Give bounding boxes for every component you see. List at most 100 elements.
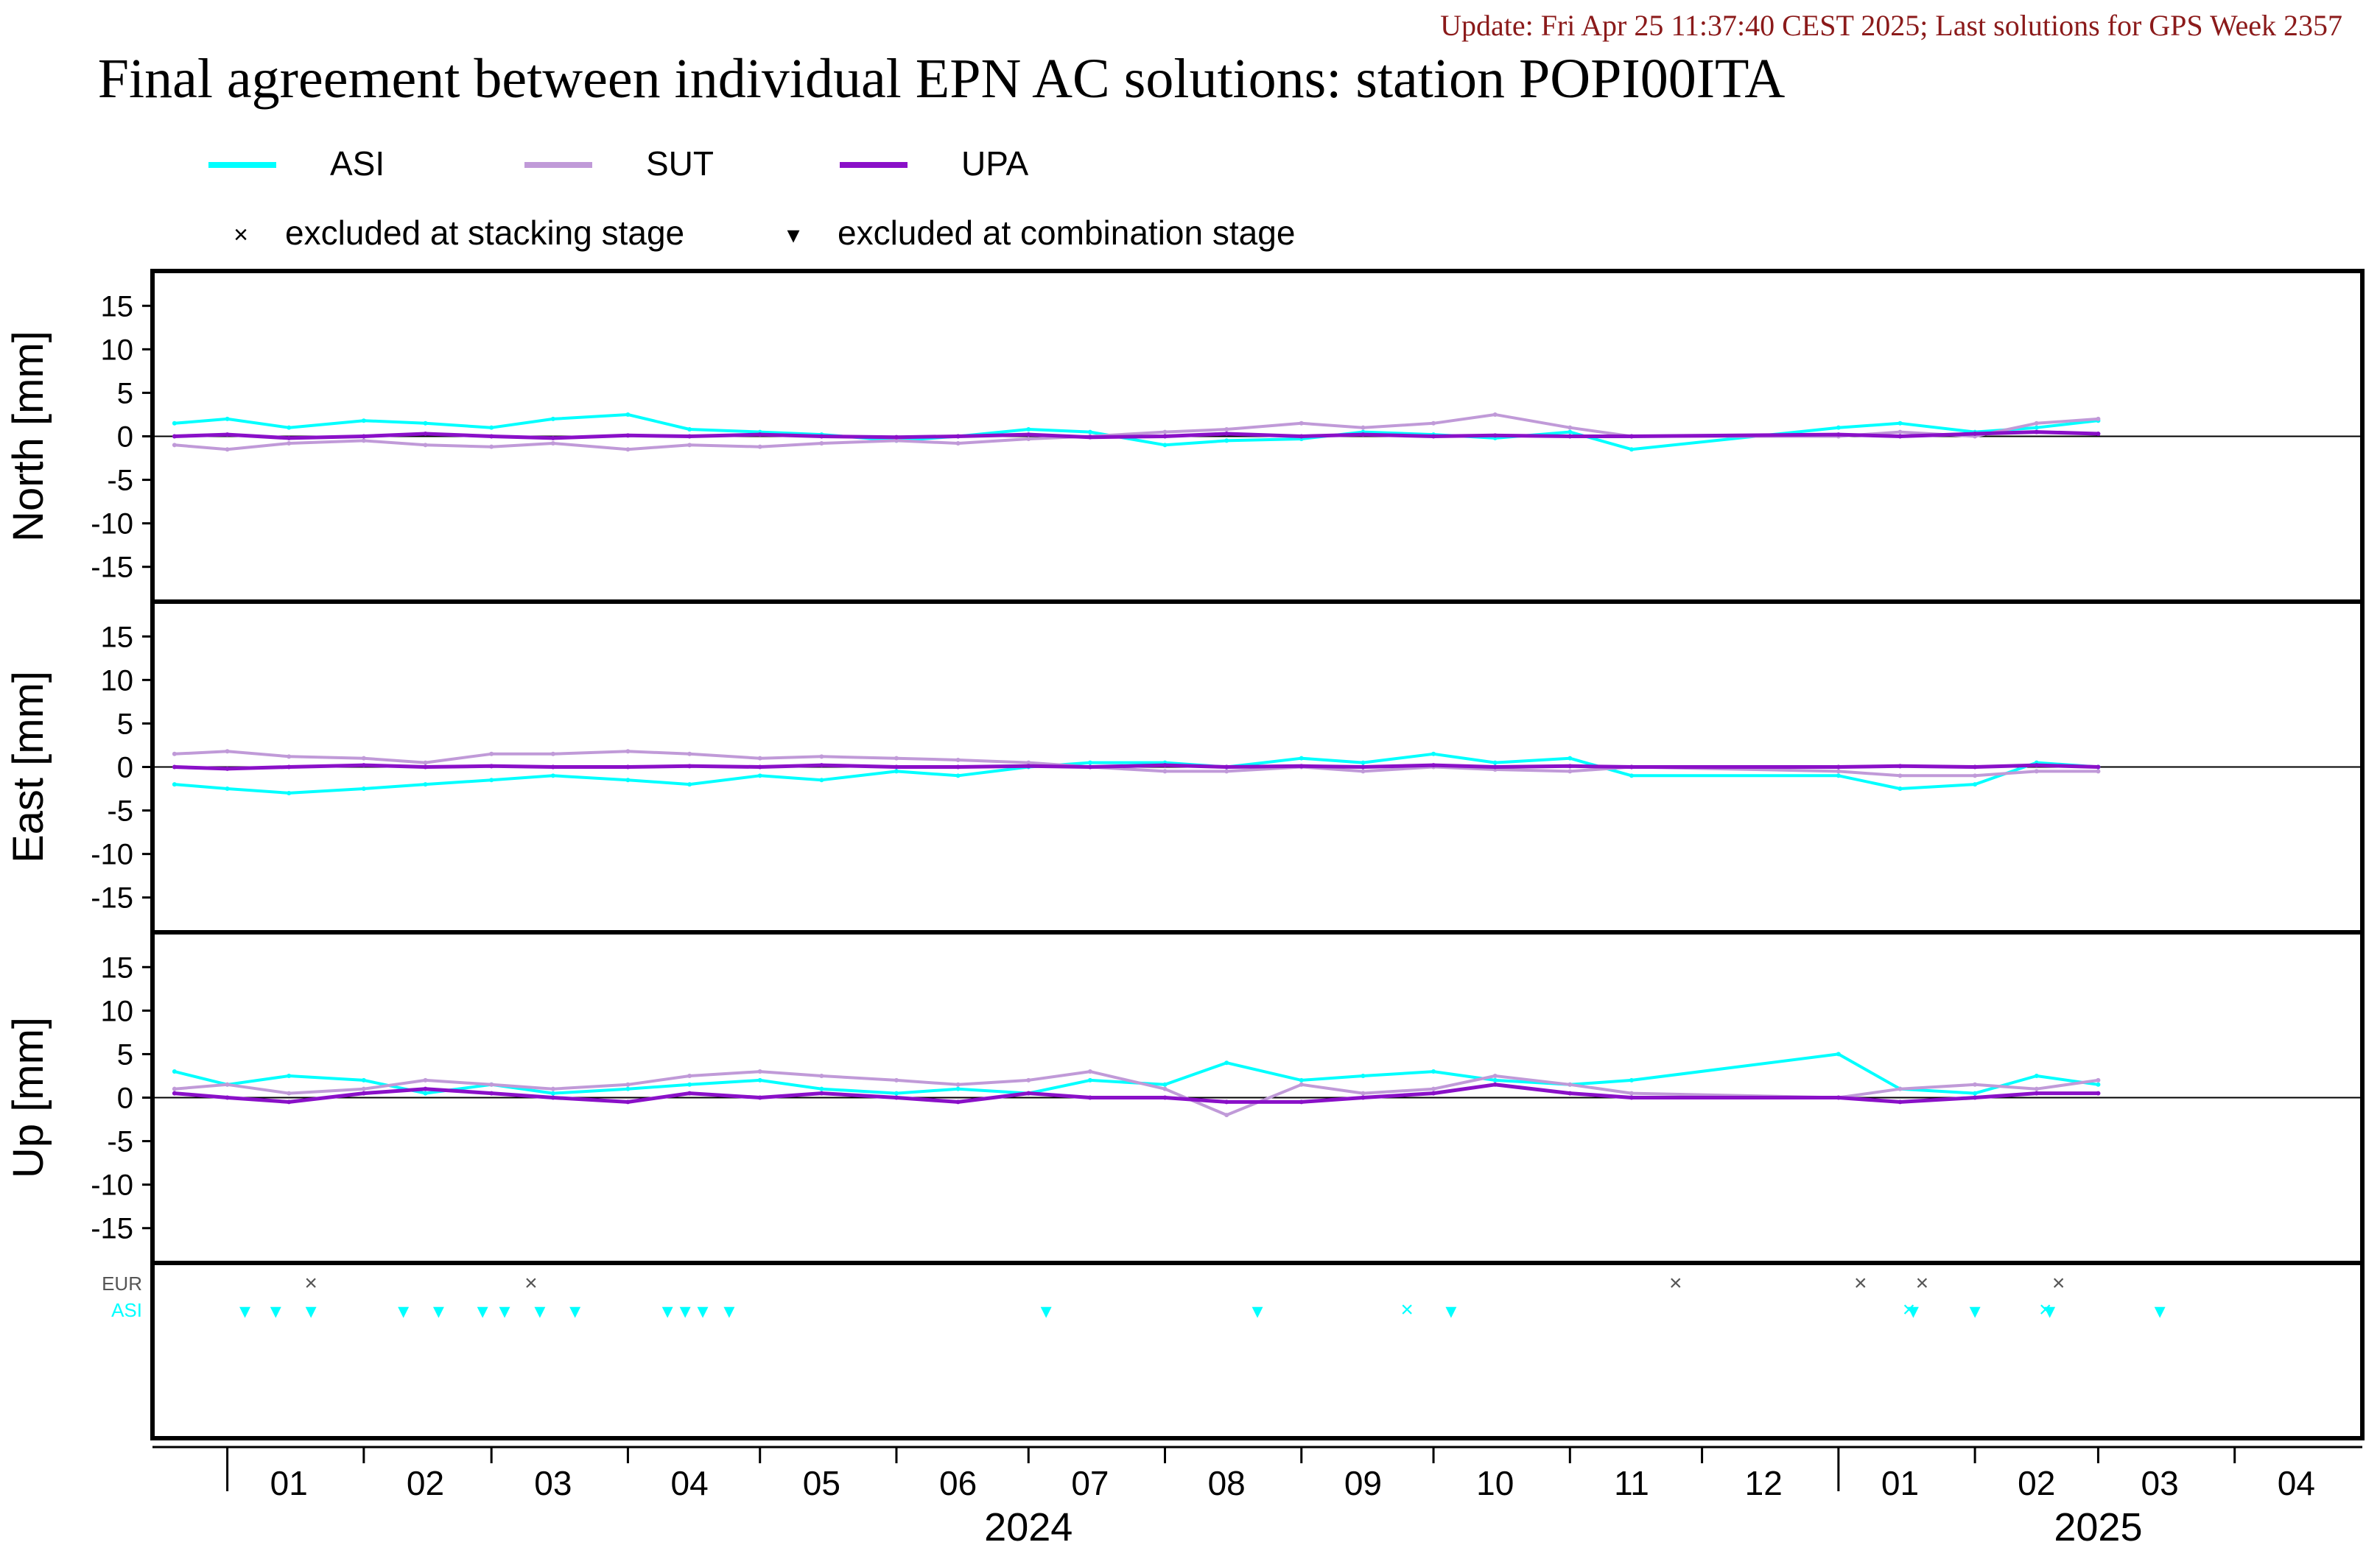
y-tick-label: 5 (117, 377, 133, 409)
data-point-upa (687, 434, 692, 439)
panel-2: 15 10 5 0 -5 -10 -15 Up [mm] (4, 930, 2365, 1265)
data-point-upa (361, 1091, 366, 1096)
data-point-sut (955, 440, 961, 446)
data-point-asi (1836, 425, 1841, 430)
x-tick-label: 01 (270, 1464, 308, 1502)
y-tick-label: 10 (101, 995, 134, 1027)
data-point-upa (1836, 764, 1841, 770)
data-point-asi (2096, 1082, 2101, 1087)
data-point-sut (489, 1082, 494, 1087)
data-point-sut (172, 443, 177, 448)
data-point-asi (955, 1086, 961, 1091)
y-tick-label: 5 (117, 1038, 133, 1071)
data-point-upa (172, 1091, 177, 1096)
combination-exclusion-mark: ▾ (697, 1299, 708, 1323)
x-tick-label: 07 (1071, 1464, 1109, 1502)
data-point-upa (172, 434, 177, 439)
data-point-sut (1224, 1113, 1229, 1118)
data-point-upa (1568, 1091, 1573, 1096)
data-point-upa (1361, 1095, 1366, 1100)
legend-label-upa: UPA (961, 144, 1028, 183)
chart-title: Final agreement between individual EPN A… (98, 48, 1786, 110)
data-point-upa (1629, 1095, 1634, 1100)
y-tick-label: 0 (117, 421, 133, 454)
data-point-sut (1361, 425, 1366, 430)
data-point-asi (1568, 756, 1573, 761)
x-tick-label: 10 (1476, 1464, 1514, 1502)
data-point-asi (687, 427, 692, 432)
data-point-asi (1836, 1052, 1841, 1057)
data-point-sut (625, 1082, 631, 1087)
data-point-upa (225, 1095, 230, 1100)
y-tick-label: 15 (101, 290, 134, 323)
data-point-sut (1162, 1086, 1168, 1091)
data-point-sut (1431, 1086, 1436, 1091)
panel-0: 15 10 5 0 -5 -10 -15 North [mm] (4, 269, 2365, 604)
data-point-sut (1629, 1091, 1634, 1096)
data-point-upa (757, 764, 762, 770)
data-point-asi (1026, 427, 1031, 432)
legend-marker-label: excluded at combination stage (838, 214, 1295, 252)
data-point-upa (489, 1091, 494, 1096)
y-tick-label: -5 (107, 1126, 133, 1158)
y-tick-label: 10 (101, 664, 134, 697)
data-point-sut (1162, 769, 1168, 774)
data-point-upa (287, 764, 292, 770)
data-point-asi (1836, 773, 1841, 778)
data-point-sut (1224, 769, 1229, 774)
data-point-upa (1492, 433, 1498, 438)
data-point-asi (1431, 751, 1436, 756)
data-point-sut (423, 760, 428, 765)
data-point-upa (361, 434, 366, 439)
combination-exclusion-mark: ▾ (398, 1299, 409, 1323)
data-point-sut (287, 1091, 292, 1096)
data-point-sut (550, 440, 555, 446)
combination-exclusion-mark: ▾ (499, 1299, 510, 1323)
data-point-sut (489, 751, 494, 756)
data-point-sut (1299, 1082, 1304, 1087)
data-point-asi (361, 1077, 366, 1083)
data-point-asi (819, 778, 824, 783)
data-point-upa (1361, 764, 1366, 770)
data-point-sut (894, 756, 899, 761)
data-point-sut (1898, 1086, 1903, 1091)
data-point-upa (550, 435, 555, 440)
data-point-sut (361, 1086, 366, 1091)
data-point-sut (1361, 1091, 1366, 1096)
y-axis-label: Up [mm] (4, 1017, 52, 1178)
data-point-asi (489, 425, 494, 430)
data-point-asi (894, 1091, 899, 1096)
series-line-sut (174, 1070, 2099, 1117)
y-tick-label: 10 (101, 334, 134, 366)
data-point-asi (423, 782, 428, 787)
data-point-asi (1898, 786, 1903, 792)
x-tick-label: 03 (2141, 1464, 2179, 1502)
x-tick-label: 06 (939, 1464, 977, 1502)
data-point-asi (1087, 429, 1092, 434)
y-tick-label: -10 (91, 1169, 133, 1202)
data-point-upa (2034, 1091, 2039, 1096)
data-point-sut (1898, 429, 1903, 434)
data-point-asi (687, 782, 692, 787)
combination-exclusion-mark: ▾ (569, 1299, 580, 1323)
data-point-sut (361, 756, 366, 761)
data-point-asi (1224, 438, 1229, 443)
data-point-upa (1568, 764, 1573, 769)
combination-exclusion-mark: ▾ (306, 1299, 317, 1323)
y-tick-label: -10 (91, 839, 133, 871)
data-point-asi (819, 1086, 824, 1091)
data-point-sut (1431, 420, 1436, 426)
data-point-sut (1224, 427, 1229, 432)
data-point-upa (1973, 1095, 1978, 1100)
panels: 15 10 5 0 -5 -10 -15 North [mm] 15 10 5 0 -5 -10 -15 Ea… (4, 269, 2365, 1265)
data-point-sut (955, 1082, 961, 1087)
data-point-asi (225, 416, 230, 421)
data-point-sut (894, 438, 899, 443)
y-tick-label: -15 (91, 552, 133, 584)
data-point-upa (819, 1091, 824, 1096)
combination-exclusion-mark: ▾ (239, 1299, 250, 1323)
data-point-sut (172, 751, 177, 756)
data-point-asi (550, 773, 555, 778)
data-point-asi (1492, 760, 1498, 765)
combination-exclusion-mark: ▾ (2044, 1299, 2055, 1323)
